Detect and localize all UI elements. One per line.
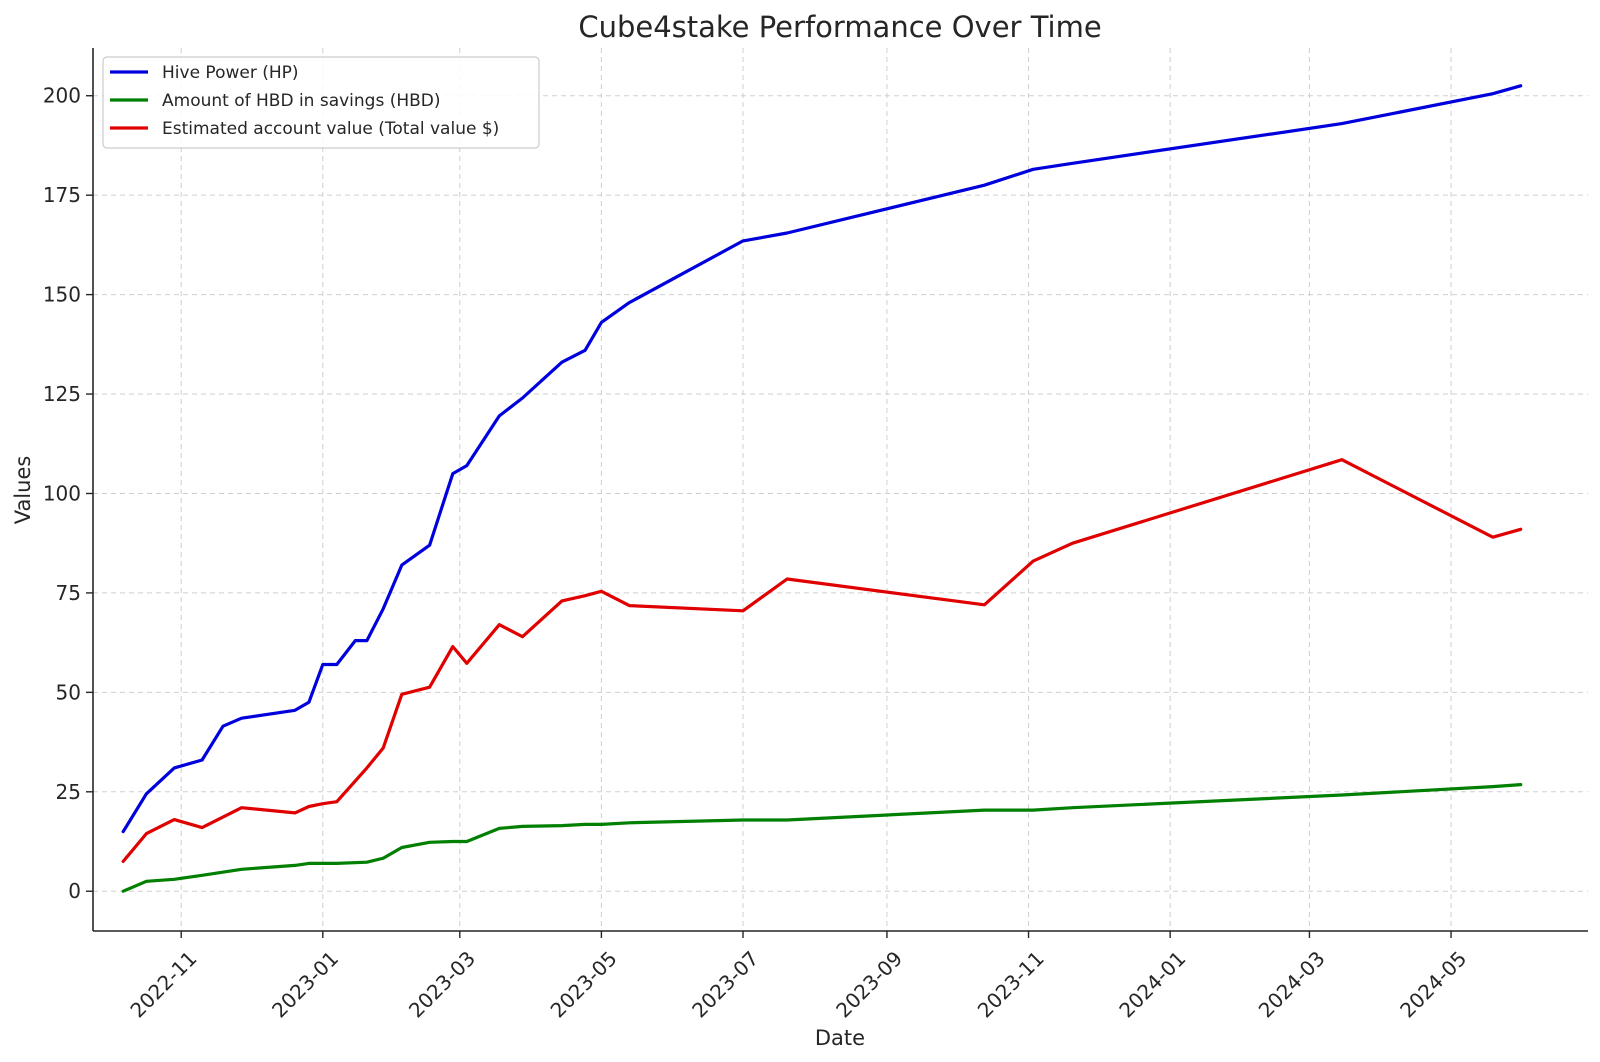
y-tick-label: 25	[56, 780, 81, 804]
legend-label-1: Hive Power (HP)	[162, 63, 299, 83]
x-axis-label: Date	[815, 1026, 865, 1050]
y-tick-label: 175	[43, 183, 81, 207]
x-tick-label: 2023-03	[404, 946, 480, 1022]
y-tick-label: 0	[68, 879, 81, 903]
x-tick-label: 2024-03	[1254, 946, 1330, 1022]
y-tick-label: 125	[43, 382, 81, 406]
legend-box	[102, 56, 540, 149]
legend-label-3: Estimated account value (Total value $)	[162, 119, 499, 139]
x-axis-ticks: 2022-11 2023-01 2023-03 2023-05 2023-07 2023-…	[125, 931, 1471, 1022]
series-line-1	[121, 84, 1523, 834]
x-tick-label: 2024-05	[1395, 946, 1471, 1022]
x-tick-label: 2022-11	[125, 946, 201, 1022]
axes-frame	[92, 48, 1588, 932]
series-line-2	[121, 782, 1523, 893]
series-line-3	[121, 458, 1523, 864]
y-tick-label: 150	[43, 283, 81, 307]
y-tick-label: 50	[56, 680, 81, 704]
x-tick-label: 2023-05	[546, 946, 622, 1022]
x-tick-label: 2023-01	[267, 946, 343, 1022]
grid-lines	[93, 48, 1588, 931]
legend-label-2: Amount of HBD in savings (HBD)	[162, 91, 441, 111]
y-axis-label: Values	[11, 456, 35, 525]
x-tick-label: 2023-11	[973, 946, 1049, 1022]
x-tick-label: 2023-07	[687, 946, 763, 1022]
y-tick-label: 75	[56, 581, 81, 605]
y-axis-ticks: 0 25 50 75 100 125 150 175 200	[43, 84, 93, 903]
x-tick-label: 2023-09	[831, 946, 907, 1022]
y-tick-label: 100	[43, 481, 81, 505]
legend: Hive Power (HP) Amount of HBD in savings …	[102, 56, 540, 149]
data-series	[121, 84, 1523, 893]
chart-title: Cube4stake Performance Over Time	[578, 10, 1101, 44]
y-tick-label: 200	[43, 84, 81, 108]
x-tick-label: 2024-01	[1114, 946, 1190, 1022]
